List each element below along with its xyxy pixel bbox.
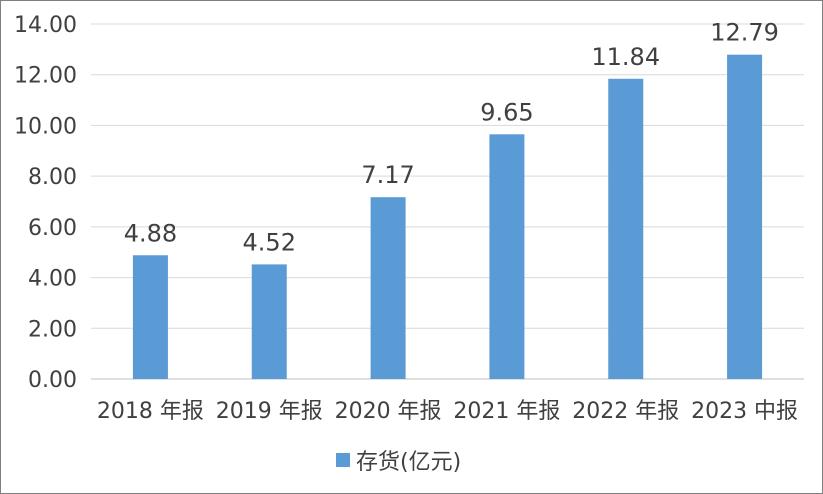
data-label: 7.17 [361, 161, 414, 189]
x-tick-label: 2019 年报 [216, 399, 323, 424]
legend-label: 存货(亿元) [356, 450, 461, 475]
bar [489, 134, 525, 379]
x-tick-label: 2020 年报 [335, 399, 442, 424]
legend-swatch [336, 453, 350, 467]
x-axis-ticks: 2018 年报 2019 年报 2020 年报 2021 年报 2022 年报 2023 … [97, 399, 798, 424]
y-tick-label: 0.00 [28, 368, 77, 393]
data-label: 12.79 [710, 19, 779, 47]
y-tick-label: 6.00 [28, 216, 77, 241]
data-label: 9.65 [480, 98, 533, 126]
data-label: 11.84 [591, 43, 660, 71]
gridlines [91, 23, 804, 380]
y-tick-label: 4.00 [28, 267, 77, 292]
data-label: 4.52 [243, 228, 296, 256]
x-tick-label: 2018 年报 [97, 399, 204, 424]
x-tick-label: 2022 年报 [572, 399, 679, 424]
y-tick-label: 10.00 [14, 114, 77, 139]
y-tick-label: 12.00 [14, 64, 77, 89]
data-labels: 4.88 4.52 7.17 9.65 11.84 12.79 [124, 19, 779, 257]
bar [608, 78, 644, 380]
y-tick-label: 14.00 [14, 13, 77, 38]
bars [132, 54, 763, 380]
data-label: 4.88 [124, 219, 177, 247]
bar [132, 255, 168, 379]
bar [727, 54, 763, 380]
x-tick-label: 2023 中报 [691, 399, 798, 424]
x-tick-label: 2021 年报 [453, 399, 560, 424]
bar [370, 197, 406, 379]
y-axis-ticks: 0.00 2.00 4.00 6.00 8.00 10.00 12.00 14.00 [14, 13, 77, 393]
legend: 存货(亿元) [336, 450, 461, 475]
y-tick-label: 2.00 [28, 317, 77, 342]
bar [251, 264, 287, 379]
y-tick-label: 8.00 [28, 165, 77, 190]
